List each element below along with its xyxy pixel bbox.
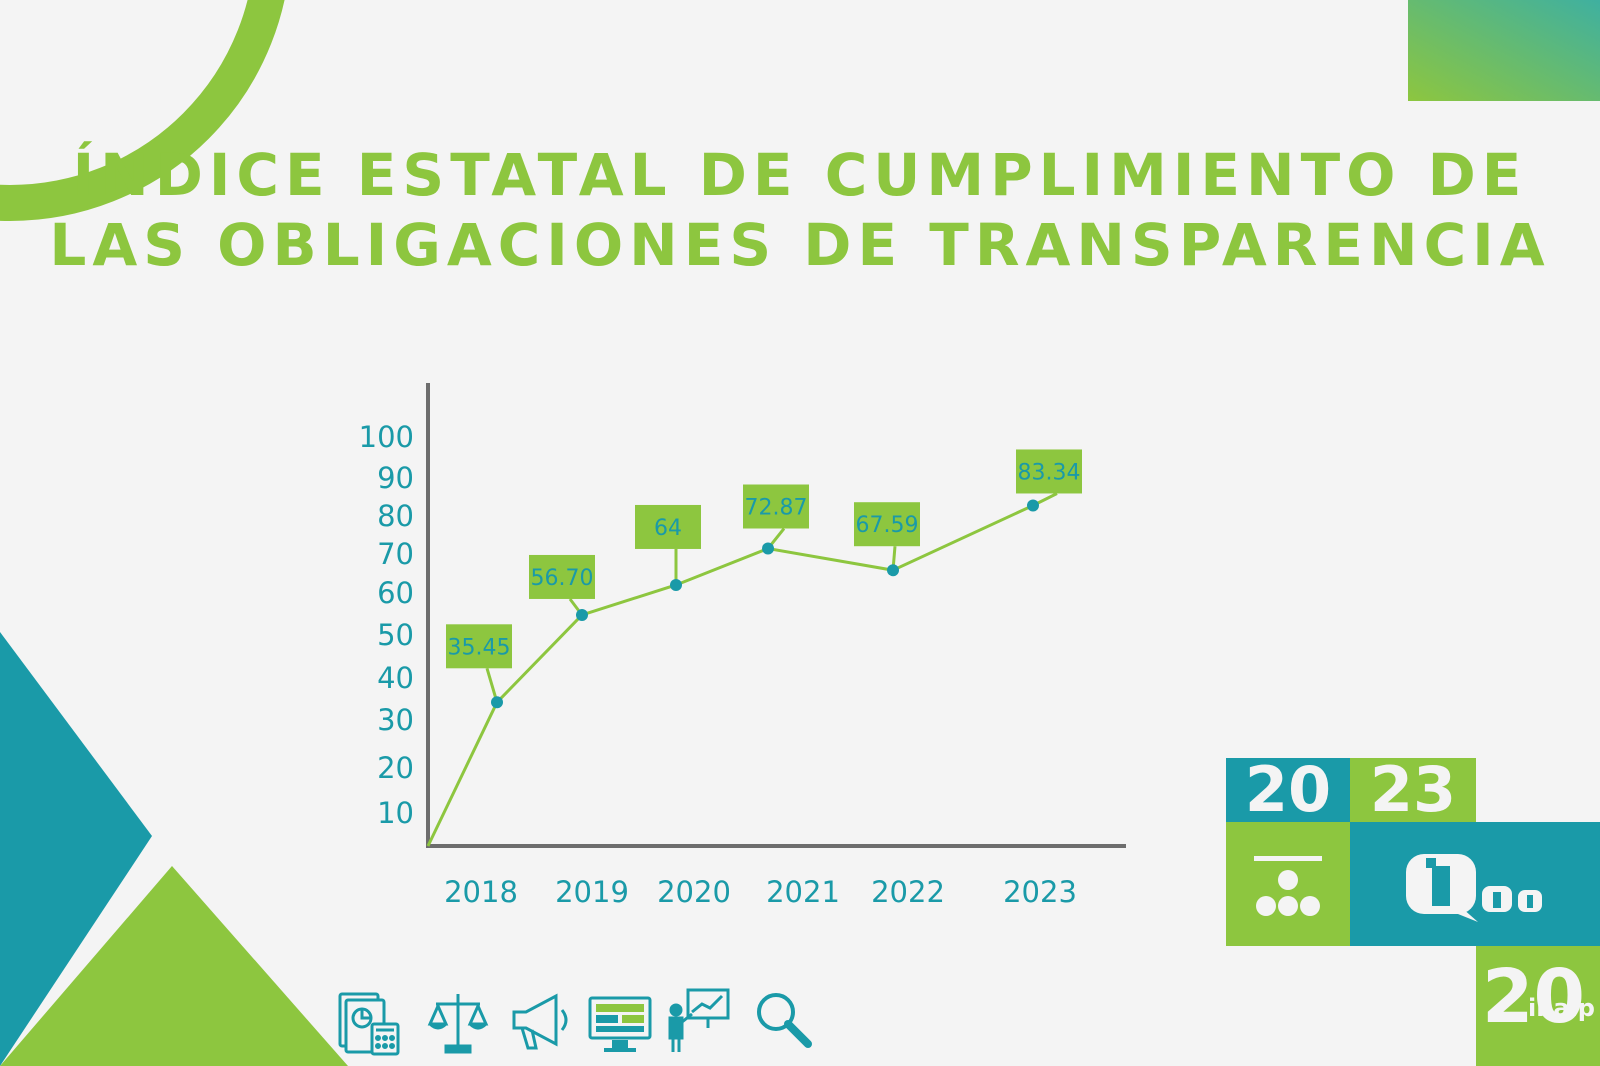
year-badge: 20 23 [1226,758,1476,822]
badge-teal-tile [1350,822,1600,946]
data-label: 56.70 [531,566,594,591]
data-label: 64 [654,516,682,541]
page-title: Índice estatal de cumplimiento de las ob… [0,140,1600,280]
accounting-icon [338,992,400,1056]
x-tick-label: 2022 [871,875,945,909]
data-label: 35.45 [448,635,511,660]
magnifier-icon [757,993,812,1048]
scales-justice-icon [427,994,489,1054]
inaip-logo-text: inaip [1528,994,1595,1022]
info-bubbles-icon [1406,854,1542,922]
decor-triangle-green [0,866,348,1066]
data-label-box [529,554,595,599]
y-tick-labels: 10 20 30 40 50 60 70 80 90 100 [359,420,414,830]
year-badge-right: 23 [1350,758,1476,822]
monitor-dashboard-icon [588,996,652,1052]
y-tick-label: 70 [377,537,414,571]
anniversary-number: 20 [1482,954,1585,1040]
data-point [491,696,503,709]
x-tick-label: 2023 [1003,875,1077,909]
data-point [762,542,774,555]
y-tick-label: 80 [377,499,414,533]
data-point [887,564,899,577]
data-label: 67.59 [856,513,919,538]
decor-triangle-teal [0,632,152,1066]
badge-green-tile [1226,822,1350,946]
presenter-chart-icon [668,988,730,1052]
data-label: 83.34 [1018,460,1081,485]
data-point [670,578,682,591]
year-part-2: 23 [1369,753,1457,826]
people-icon [1254,856,1322,916]
inaip-logo-tile: 20 inaip [1476,946,1600,1066]
y-tick-label: 40 [377,661,414,695]
x-tick-label: 2020 [657,875,731,909]
icon-strip [338,988,812,1056]
y-tick-label: 20 [377,751,414,785]
decor-arc-top-left [0,0,285,221]
data-point [1027,499,1039,512]
chart-axes [426,383,1126,848]
y-tick-label: 50 [377,618,414,652]
y-tick-label: 100 [359,420,414,454]
data-label-box [854,502,920,547]
year-part-1: 20 [1244,753,1332,826]
data-point [576,608,588,621]
y-tick-label: 30 [377,703,414,737]
x-tick-labels: 2018 2019 2020 2021 2022 2023 [444,875,1077,909]
megaphone-icon [512,993,568,1050]
x-tick-label: 2018 [444,875,518,909]
y-tick-label: 10 [377,796,414,830]
data-label: 72.87 [745,496,808,521]
data-label-box [446,624,512,669]
x-tick-label: 2021 [766,875,840,909]
title-line-2: las obligaciones de transparencia [49,211,1551,279]
y-tick-label: 90 [377,461,414,495]
year-badge-left: 20 [1226,758,1350,822]
data-label-box [743,484,809,529]
data-label-box [1016,449,1082,494]
y-tick-label: 60 [377,576,414,610]
series-group: 35.45 56.70 64 72.87 67.59 83.34 [426,449,1082,847]
title-line-1: Índice estatal de cumplimiento de [72,141,1528,209]
data-label-box [635,504,701,549]
series-line [426,504,1034,847]
inaip-logo: inaip [1522,986,1595,1026]
decor-block-top-right [1408,0,1600,101]
x-tick-label: 2019 [555,875,629,909]
